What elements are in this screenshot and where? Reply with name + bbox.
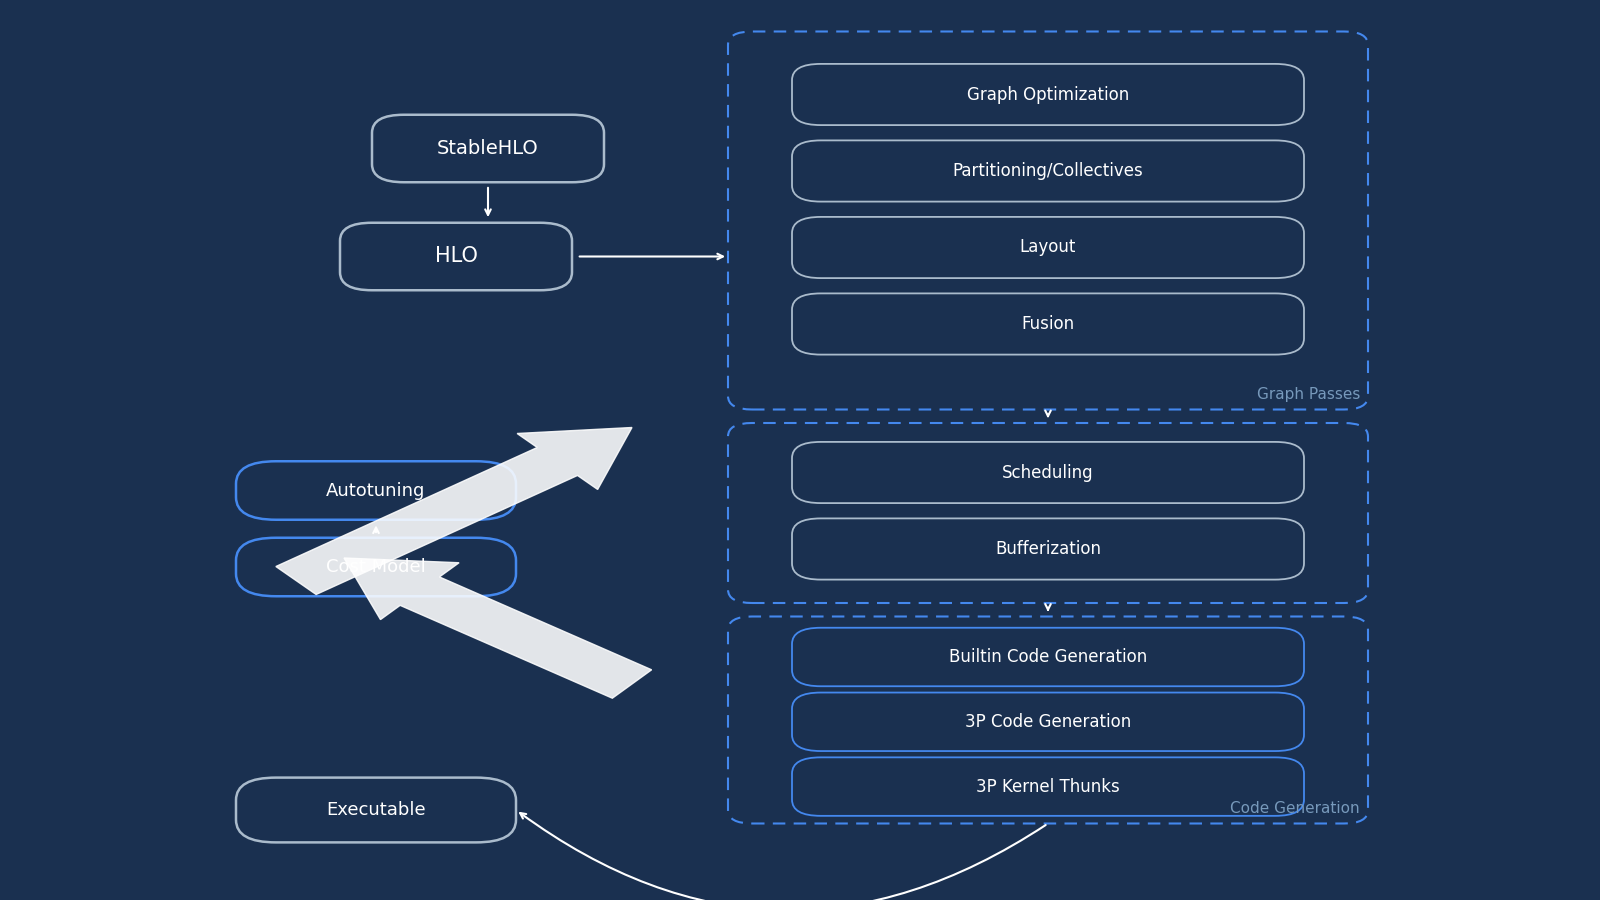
- Text: StableHLO: StableHLO: [437, 139, 539, 158]
- Polygon shape: [344, 558, 651, 698]
- FancyBboxPatch shape: [792, 217, 1304, 278]
- Text: Executable: Executable: [326, 801, 426, 819]
- Polygon shape: [275, 428, 632, 595]
- Text: Cost Model: Cost Model: [326, 558, 426, 576]
- FancyBboxPatch shape: [792, 518, 1304, 580]
- FancyBboxPatch shape: [792, 140, 1304, 202]
- FancyBboxPatch shape: [792, 442, 1304, 503]
- FancyBboxPatch shape: [237, 537, 515, 596]
- Text: 3P Code Generation: 3P Code Generation: [965, 713, 1131, 731]
- Text: Partitioning/Collectives: Partitioning/Collectives: [952, 162, 1144, 180]
- Text: Scheduling: Scheduling: [1002, 464, 1094, 482]
- Text: Autotuning: Autotuning: [326, 482, 426, 500]
- Text: HLO: HLO: [435, 247, 477, 266]
- FancyBboxPatch shape: [371, 114, 603, 182]
- Text: Fusion: Fusion: [1021, 315, 1075, 333]
- Text: Code Generation: Code Generation: [1230, 801, 1360, 816]
- FancyBboxPatch shape: [237, 461, 515, 520]
- FancyBboxPatch shape: [792, 628, 1304, 686]
- FancyBboxPatch shape: [792, 64, 1304, 125]
- Text: Graph Passes: Graph Passes: [1256, 387, 1360, 402]
- Text: Builtin Code Generation: Builtin Code Generation: [949, 648, 1147, 666]
- Text: Layout: Layout: [1019, 238, 1077, 256]
- FancyBboxPatch shape: [792, 758, 1304, 815]
- FancyBboxPatch shape: [237, 778, 515, 842]
- Text: Bufferization: Bufferization: [995, 540, 1101, 558]
- FancyBboxPatch shape: [792, 693, 1304, 751]
- Text: 3P Kernel Thunks: 3P Kernel Thunks: [976, 778, 1120, 796]
- FancyBboxPatch shape: [339, 223, 571, 290]
- FancyBboxPatch shape: [792, 293, 1304, 355]
- Text: Graph Optimization: Graph Optimization: [966, 86, 1130, 104]
